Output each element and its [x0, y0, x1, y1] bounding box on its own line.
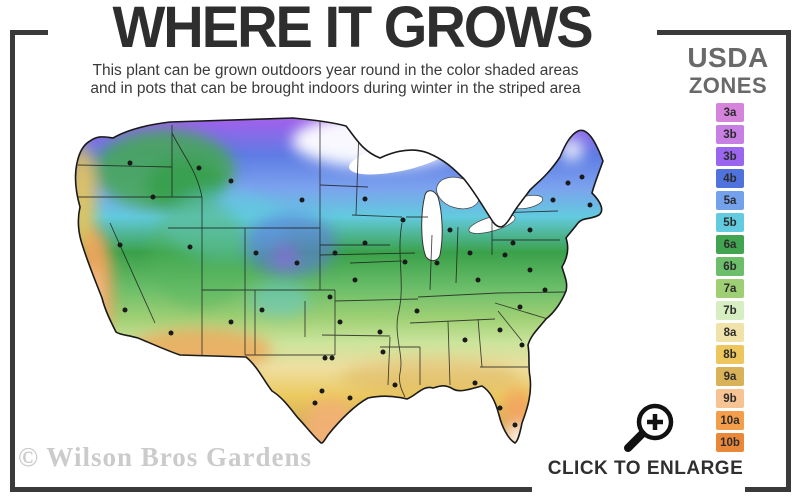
zone-chip-7b: 7b — [716, 301, 744, 320]
zone-chip-6a: 6a — [716, 235, 744, 254]
zone-chip-9b: 9b — [716, 389, 744, 408]
zone-chip-5b: 5b — [716, 213, 744, 232]
city-dots — [117, 160, 593, 428]
subtitle-line-2: and in pots that can be brought indoors … — [90, 80, 581, 98]
zone-chip-8a: 8a — [716, 323, 744, 342]
subtitle-line-1: This plant can be grown outdoors year ro… — [92, 62, 579, 79]
page-title: WHERE IT GROWS — [112, 0, 593, 60]
zone-chip-5a: 5a — [716, 191, 744, 210]
zone-list: 3a 3b 3b 4b 5a 5b 6a 6b 7a 7b 8a 8b 9a 9b 10a 10b — [716, 103, 744, 452]
frame-border-top-left — [10, 30, 48, 35]
frame-border-right — [786, 30, 791, 492]
magnifier-plus-icon[interactable] — [611, 398, 681, 456]
us-zones-map[interactable] — [50, 105, 670, 465]
legend-title-usda: USDA — [687, 42, 769, 73]
zone-chip-3b: 3b — [716, 125, 744, 144]
zone-chip-9a: 9a — [716, 367, 744, 386]
enlarge-label[interactable]: CLICK TO ENLARGE — [547, 458, 744, 479]
watermark: © Wilson Bros Gardens — [18, 442, 312, 472]
zone-chip-4b: 4b — [716, 169, 744, 188]
zone-chip-10b: 10b — [716, 433, 744, 452]
zone-chip-6b: 6b — [716, 257, 744, 276]
zone-chip-8b: 8b — [716, 345, 744, 364]
frame-border-bottom-right — [745, 487, 791, 492]
zone-chip-10a: 10a — [716, 411, 744, 430]
us-outline — [74, 117, 604, 444]
frame-border-left — [10, 30, 15, 492]
zone-chip-3a: 3a — [716, 103, 744, 122]
zone-chip-3b: 3b — [716, 147, 744, 166]
frame-border-bottom-left — [10, 487, 532, 492]
legend-title-zones: ZONES — [688, 73, 768, 98]
click-to-enlarge[interactable]: CLICK TO ENLARGE — [543, 398, 748, 480]
zone-chip-7a: 7a — [716, 279, 744, 298]
legend-title: USDA ZONES — [668, 44, 788, 97]
frame-border-top-right — [657, 30, 791, 35]
subtitle: This plant can be grown outdoors year ro… — [38, 62, 633, 99]
